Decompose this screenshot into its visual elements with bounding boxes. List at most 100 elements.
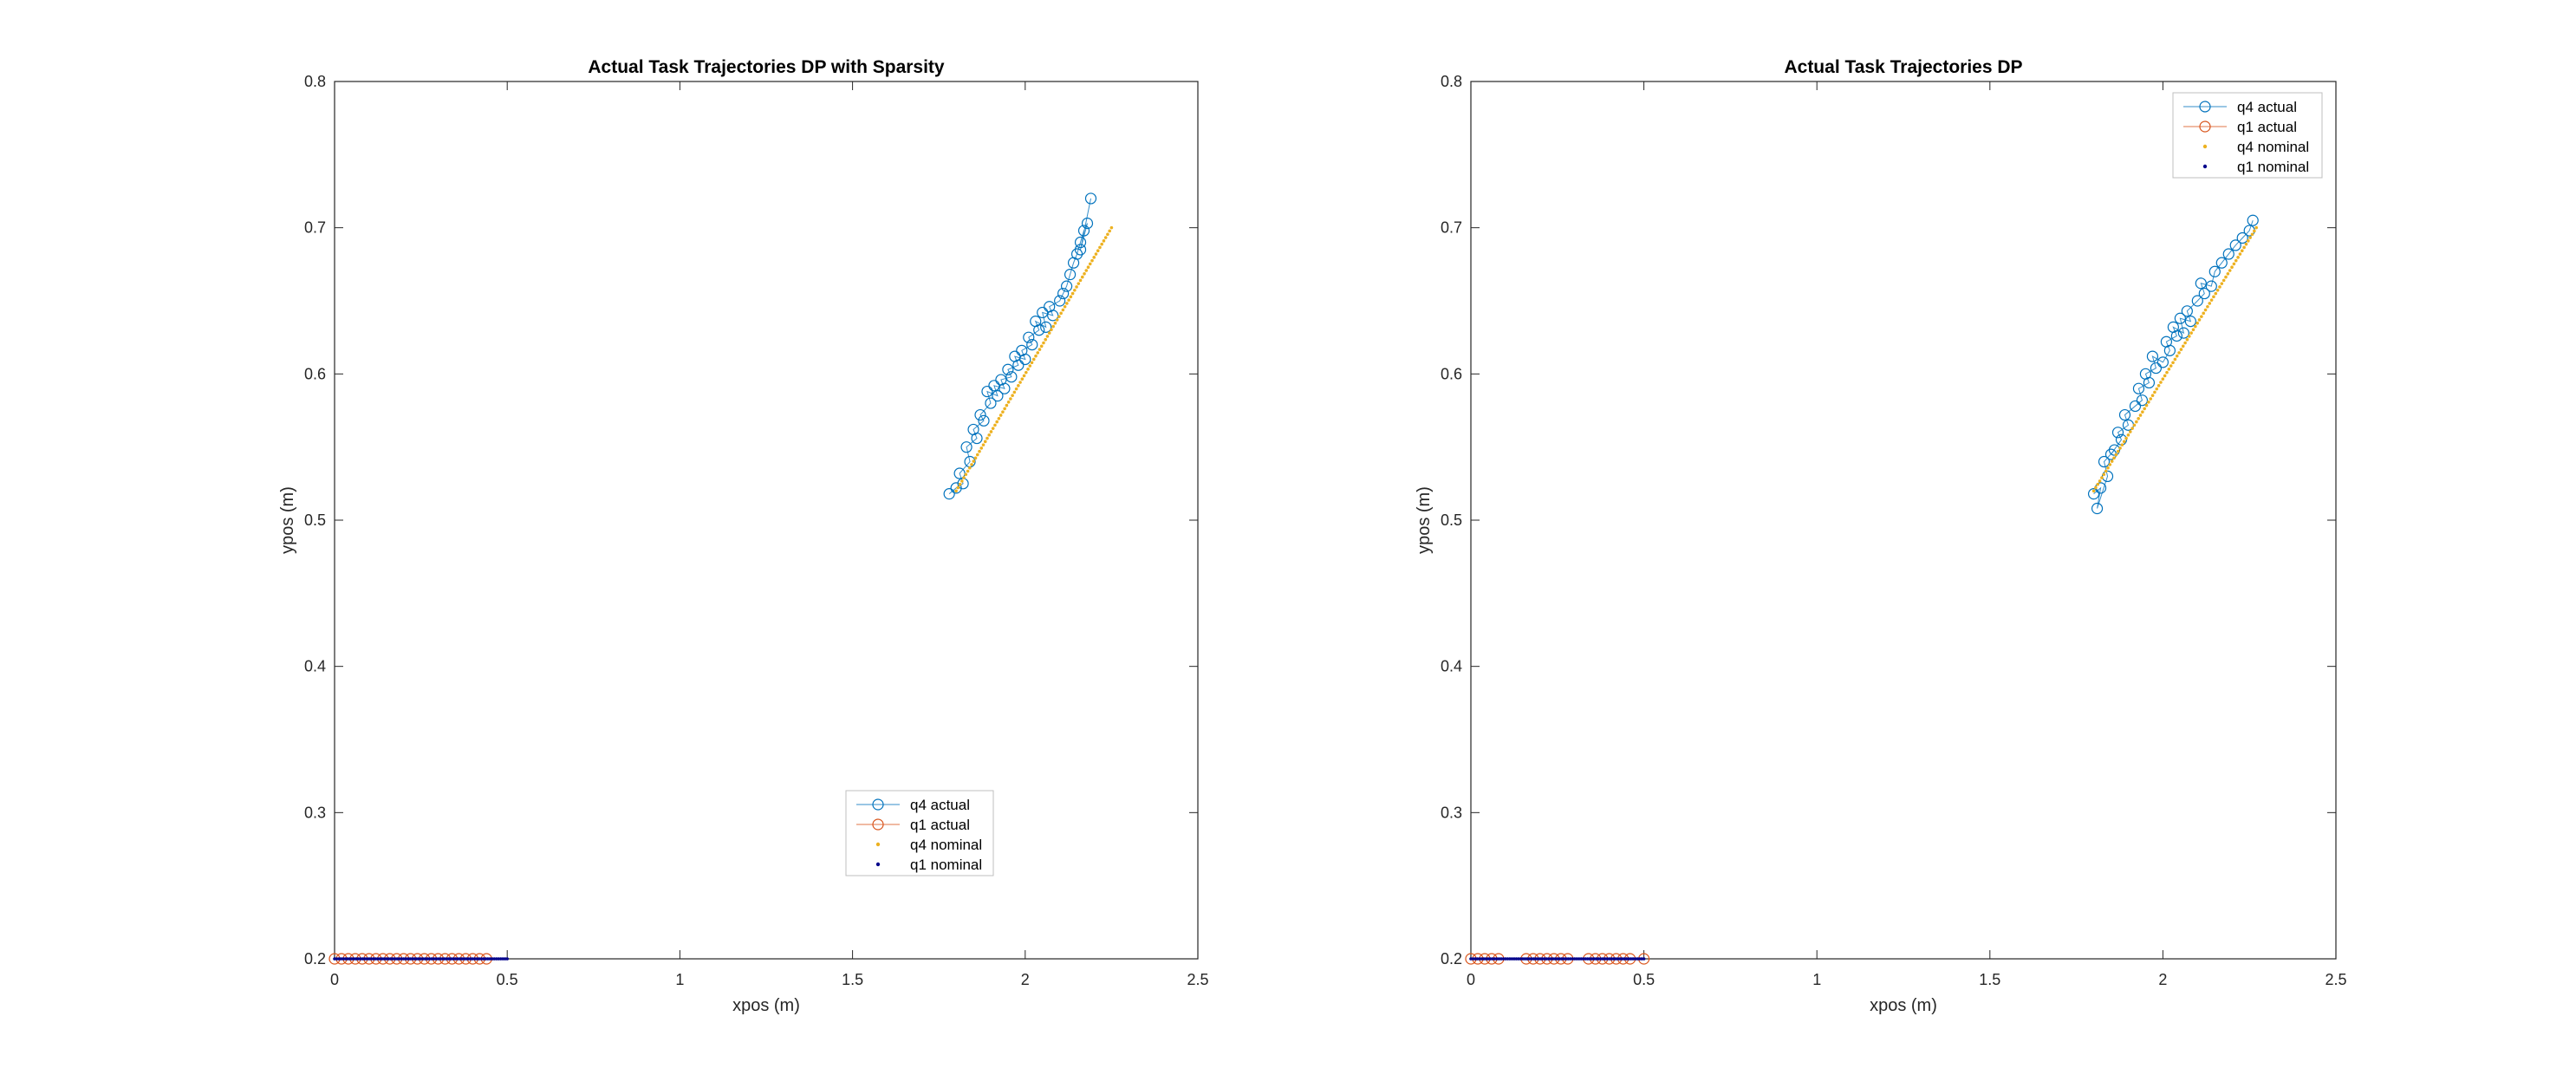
nominal-dot [2187,335,2191,338]
nominal-dot [1629,957,1633,961]
nominal-dot [475,957,479,961]
nominal-dot [376,957,380,961]
nominal-dot [1538,957,1542,961]
nominal-dot [1590,957,1594,961]
nominal-dot [1039,344,1044,349]
nominal-dot [445,957,449,961]
data-point [943,488,955,500]
data-point [1044,301,1056,313]
nominal-dot [339,957,343,961]
nominal-dot [968,466,972,470]
nominal-dot [2200,315,2203,318]
nominal-dot [1086,265,1090,270]
nominal-dot [1637,957,1642,961]
series-line [948,198,1091,495]
legend-item: q4 nominal [2202,139,2309,155]
nominal-dot [436,957,440,961]
nominal-dot [1098,245,1102,250]
nominal-dot [1603,957,1607,961]
legend-label: q4 nominal [910,837,982,853]
nominal-dot [482,957,485,961]
nominal-dot [1532,957,1536,961]
nominal-dot [1601,957,1604,961]
nominal-dot [430,957,433,961]
nominal-dot [1571,957,1575,961]
nominal-dot [1623,957,1626,961]
nominal-dot [1536,957,1540,961]
nominal-dot [488,957,492,961]
nominal-dot [432,957,436,961]
nominal-dot [348,957,352,961]
data-point [1002,363,1014,375]
data-point [960,441,973,453]
nominal-dot [414,957,419,961]
nominal-dot [2208,302,2212,305]
data-point [978,414,990,427]
nominal-dot [1486,957,1490,961]
nominal-dot [343,957,348,961]
nominal-dot [1067,298,1070,302]
nominal-dot [1572,957,1577,961]
chart-title: Actual Task Trajectories DP [1784,57,2022,77]
data-point [1026,339,1038,351]
nominal-dot [958,482,962,486]
nominal-dot [1624,957,1629,961]
nominal-dot [2106,466,2110,470]
nominal-dot [378,957,382,961]
nominal-dot [2150,394,2155,398]
x-tick-label: 0 [1467,971,1475,988]
series-q1-nominal [1469,957,1646,961]
nominal-dot [2171,361,2175,365]
nominal-dot [382,957,387,961]
nominal-dot [1562,957,1566,961]
nominal-dot [2173,357,2177,362]
data-point [2222,248,2234,260]
legend-label: q1 actual [2237,119,2297,135]
nominal-dot [2195,321,2199,325]
legend-item: q1 actual [2183,119,2297,135]
data-point [1061,280,1073,292]
nominal-dot [1566,957,1571,961]
nominal-dot [2149,397,2153,401]
x-tick-label: 0.5 [1633,971,1655,988]
nominal-dot [417,957,420,961]
nominal-dot [401,957,406,961]
nominal-dot [427,957,432,961]
nominal-dot [1495,957,1499,961]
nominal-dot [1031,357,1036,362]
nominal-dot [447,957,451,961]
data-point [1005,371,1018,383]
nominal-dot [1553,957,1558,961]
nominal-dot [1508,957,1512,961]
nominal-dot [975,453,979,457]
nominal-dot [1044,337,1048,342]
nominal-dot [1084,269,1089,272]
data-point [1023,331,1035,343]
nominal-dot [2135,420,2138,424]
nominal-dot [501,957,505,961]
nominal-dot [2212,295,2215,299]
nominal-dot [1020,377,1025,381]
nominal-dot [1102,239,1106,243]
nominal-dot [387,957,391,961]
nominal-dot [2209,298,2214,302]
nominal-dot [1090,258,1094,263]
nominal-dot [404,957,407,961]
nominal-dot [2175,354,2179,358]
nominal-dot [1038,348,1042,351]
nominal-dot [997,416,1001,420]
nominal-dot [1575,957,1579,961]
legend-label: q4 actual [910,797,970,813]
nominal-dot [987,433,992,437]
legend-item: q1 nominal [875,857,982,873]
data-point [2184,316,2196,328]
nominal-dot [2112,456,2116,460]
nominal-dot [2156,384,2161,388]
nominal-dot [2167,368,2171,371]
nominal-dot [2183,341,2187,345]
nominal-dot [1521,957,1525,961]
nominal-dot [372,957,375,961]
legend-item: q1 nominal [2202,159,2309,175]
nominal-dot [1006,401,1011,404]
nominal-dot [2202,311,2206,316]
